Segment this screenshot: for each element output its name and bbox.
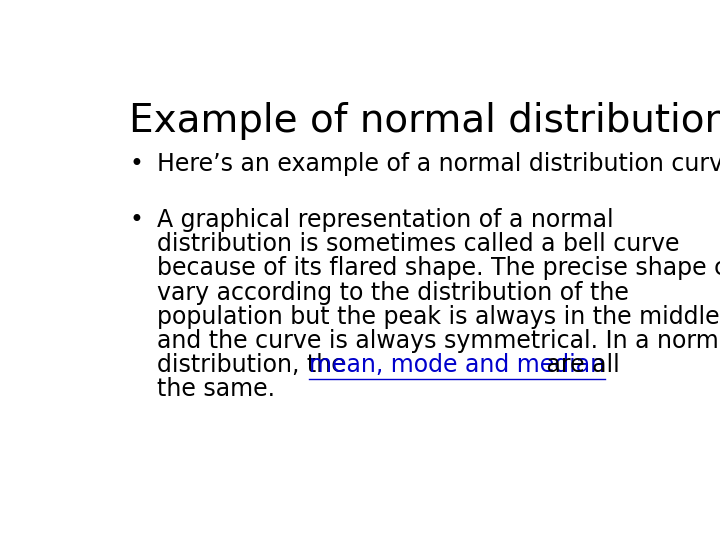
Text: and the curve is always symmetrical. In a normal: and the curve is always symmetrical. In … xyxy=(157,329,720,353)
Text: Here’s an example of a normal distribution curve:: Here’s an example of a normal distributi… xyxy=(157,152,720,176)
Text: because of its flared shape. The precise shape can: because of its flared shape. The precise… xyxy=(157,256,720,280)
Text: •: • xyxy=(129,208,143,232)
Text: vary according to the distribution of the: vary according to the distribution of th… xyxy=(157,281,629,305)
Text: •: • xyxy=(129,152,143,176)
Text: distribution, the: distribution, the xyxy=(157,353,354,377)
Text: population but the peak is always in the middle: population but the peak is always in the… xyxy=(157,305,719,329)
Text: the same.: the same. xyxy=(157,377,275,401)
Text: Example of normal distribution curve: Example of normal distribution curve xyxy=(129,102,720,140)
Text: mean, mode and median: mean, mode and median xyxy=(309,353,606,377)
Text: distribution is sometimes called a bell curve: distribution is sometimes called a bell … xyxy=(157,232,680,256)
Text: are all: are all xyxy=(539,353,619,377)
Text: A graphical representation of a normal: A graphical representation of a normal xyxy=(157,208,613,232)
